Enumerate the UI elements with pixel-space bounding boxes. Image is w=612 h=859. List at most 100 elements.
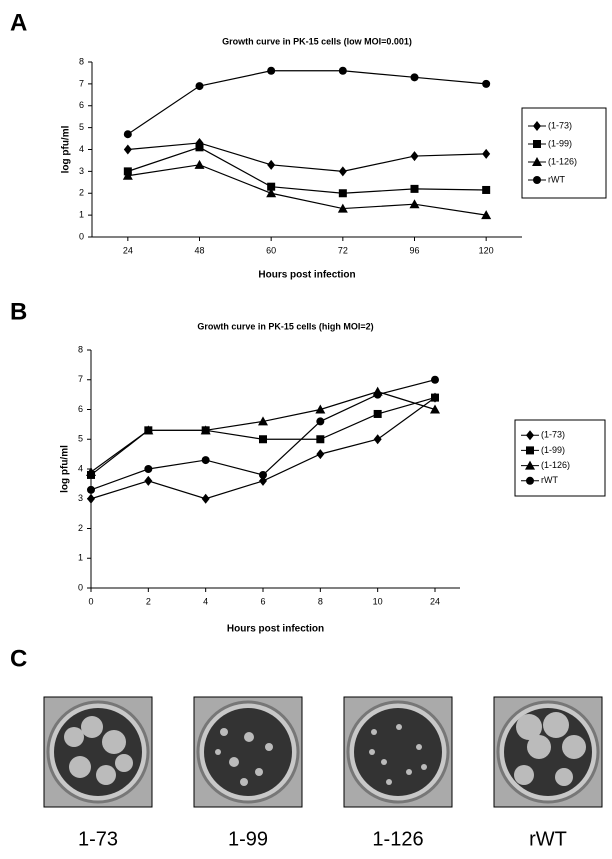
- y-tick-label: 7: [78, 374, 83, 384]
- marker: [373, 434, 382, 445]
- x-tick-label: 4: [203, 596, 208, 606]
- panel-label: C: [10, 645, 27, 672]
- series-line: [127, 146, 487, 194]
- y-tick-label: 8: [79, 56, 84, 66]
- x-tick-label: 24: [430, 596, 440, 606]
- x-tick-label: 96: [409, 245, 419, 255]
- y-tick-label: 1: [79, 210, 84, 220]
- marker: [316, 449, 325, 460]
- y-tick-label: 0: [78, 582, 83, 592]
- marker: [533, 176, 541, 184]
- series-line: [127, 70, 487, 135]
- marker: [122, 170, 133, 180]
- legend-label: rWT: [541, 475, 558, 485]
- y-tick-label: 3: [79, 166, 84, 176]
- y-tick-label: 8: [78, 344, 83, 354]
- marker: [259, 435, 267, 444]
- marker: [410, 151, 419, 162]
- marker: [316, 435, 325, 444]
- marker: [431, 393, 439, 402]
- marker: [431, 375, 439, 384]
- x-tick-label: 6: [260, 596, 265, 606]
- marker: [533, 140, 541, 148]
- marker: [123, 144, 132, 155]
- marker: [482, 79, 491, 88]
- marker: [373, 390, 382, 399]
- caption: 1-126: [372, 828, 423, 850]
- x-tick-label: 60: [266, 245, 276, 255]
- marker: [123, 130, 132, 139]
- y-tick-label: 4: [79, 144, 84, 154]
- marker: [533, 121, 541, 131]
- marker: [526, 430, 534, 441]
- marker: [338, 166, 347, 177]
- x-axis-label: Hours post infection: [227, 624, 324, 635]
- marker: [526, 476, 534, 485]
- marker: [267, 159, 276, 170]
- panel-label: B: [10, 298, 27, 325]
- x-tick-label: 48: [194, 245, 204, 255]
- marker: [195, 82, 204, 91]
- x-tick-label: 72: [338, 245, 348, 255]
- marker: [315, 404, 326, 414]
- marker: [525, 460, 535, 470]
- marker: [86, 466, 96, 476]
- marker: [144, 475, 153, 486]
- legend-label: (1-126): [548, 156, 577, 166]
- caption: 1-73: [78, 828, 118, 850]
- legend-label: (1-73): [548, 120, 572, 130]
- y-tick-label: 6: [78, 404, 83, 414]
- marker: [481, 210, 492, 220]
- y-tick-label: 0: [79, 231, 84, 241]
- marker: [87, 493, 95, 504]
- marker: [194, 159, 205, 169]
- x-tick-label: 10: [373, 596, 383, 606]
- legend-label: (1-99): [541, 445, 565, 455]
- marker: [532, 157, 542, 166]
- marker: [200, 425, 211, 435]
- marker: [337, 203, 348, 213]
- x-tick-label: 120: [479, 245, 494, 255]
- x-tick-label: 2: [146, 596, 151, 606]
- y-tick-label: 1: [78, 553, 83, 563]
- legend-box: [521, 107, 607, 199]
- y-tick-label: 4: [78, 463, 83, 473]
- marker: [430, 404, 440, 414]
- y-tick-label: 2: [79, 188, 84, 198]
- y-axis-label: log pfu/ml: [60, 445, 71, 493]
- series-line: [127, 164, 487, 216]
- caption: rWT: [529, 828, 567, 850]
- marker: [87, 485, 95, 494]
- marker: [201, 456, 210, 465]
- marker: [338, 189, 347, 198]
- marker: [526, 446, 534, 455]
- marker: [258, 416, 268, 426]
- marker: [266, 188, 277, 198]
- marker: [409, 199, 420, 209]
- marker: [373, 409, 382, 418]
- chart-title: Growth curve in PK-15 cells (low MOI=0.0…: [222, 36, 412, 46]
- chart-title: Growth curve in PK-15 cells (high MOI=2): [197, 321, 373, 331]
- marker: [259, 470, 267, 479]
- marker: [482, 185, 491, 194]
- legend-label: rWT: [548, 174, 565, 184]
- x-tick-label: 8: [318, 596, 323, 606]
- plaque-photos: [43, 696, 603, 808]
- y-tick-label: 6: [79, 100, 84, 110]
- x-tick-label: 0: [88, 596, 93, 606]
- marker: [482, 148, 491, 159]
- series-line: [90, 391, 436, 473]
- marker: [410, 73, 419, 82]
- marker: [267, 66, 276, 75]
- legend-box: [514, 419, 606, 497]
- panel-label: A: [10, 9, 27, 36]
- marker: [338, 66, 347, 75]
- marker: [201, 493, 210, 504]
- x-tick-label: 24: [123, 245, 133, 255]
- legend-label: (1-126): [541, 460, 570, 470]
- y-tick-label: 5: [78, 434, 83, 444]
- marker: [316, 417, 325, 426]
- marker: [267, 182, 276, 191]
- marker: [144, 465, 153, 473]
